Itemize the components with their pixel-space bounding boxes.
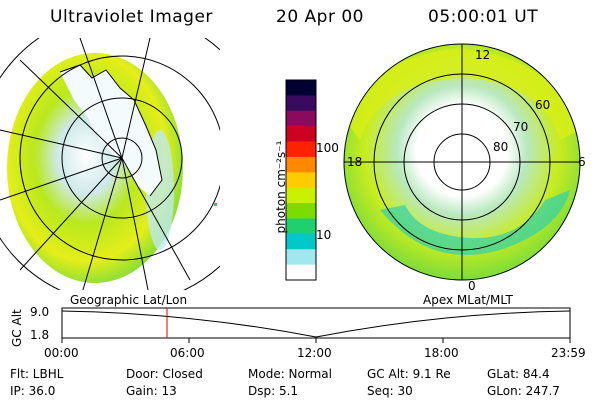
mlt-label-18: 18: [347, 155, 363, 169]
info-seq: Seq: 30: [367, 384, 413, 398]
date-label: 20 Apr 00: [276, 7, 364, 27]
time-tick-1800: 18:00: [424, 346, 459, 360]
colorbar-band: [286, 172, 316, 189]
colorbar-band: [286, 110, 316, 127]
lat-label-70: 70: [513, 120, 529, 134]
colorbar-band: [286, 80, 316, 96]
colorbar-band: [286, 187, 316, 204]
colorbar-band: [286, 126, 316, 143]
colorbar-tick-100: 100: [316, 141, 339, 155]
info-gc-alt: GC Alt: 9.1 Re: [367, 367, 451, 381]
info-mode: Mode: Normal: [248, 367, 332, 381]
time-label: 05:00:01 UT: [428, 7, 539, 27]
colorbar-band: [286, 233, 316, 250]
apex-label: Apex MLat/MLT: [423, 293, 513, 307]
time-tick-0600: 06:00: [170, 346, 205, 360]
colorbar-band: [286, 218, 316, 235]
altitude-tick-1_8: 1.8: [30, 328, 50, 342]
colorbar-band: [286, 264, 316, 281]
info-gain: Gain: 13: [126, 384, 177, 398]
instrument-title: Ultraviolet Imager: [50, 7, 213, 27]
time-tick-2359: 23:59: [551, 346, 586, 360]
lat-label-60: 60: [535, 98, 551, 112]
info-flt: Flt: LBHL: [10, 367, 64, 381]
mlt-label-6: 6: [578, 155, 586, 169]
info-glat: GLat: 84.4: [487, 367, 550, 381]
colorbar: [285, 79, 317, 281]
info-door: Door: Closed: [126, 367, 203, 381]
lat-label-80: 80: [493, 140, 509, 154]
colorbar-band: [286, 95, 316, 112]
info-ip: IP: 36.0: [10, 384, 56, 398]
time-tick-1200: 12:00: [297, 346, 332, 360]
info-glon: GLon: 247.7: [487, 384, 560, 398]
colorbar-frame: [285, 79, 317, 281]
mlt-label-12: 12: [475, 48, 491, 62]
colorbar-band: [286, 141, 316, 158]
colorbar-tick-10: 10: [316, 228, 332, 242]
colorbar-band: [286, 156, 316, 173]
colorbar-band: [286, 249, 316, 266]
colorbar-band: [286, 203, 316, 219]
geographic-label: Geographic Lat/Lon: [70, 293, 188, 307]
mlt-label-0: 0: [468, 279, 476, 293]
altitude-tick-9: 9.0: [30, 305, 50, 319]
time-tick-0000: 00:00: [44, 346, 79, 360]
info-dsp: Dsp: 5.1: [248, 384, 299, 398]
